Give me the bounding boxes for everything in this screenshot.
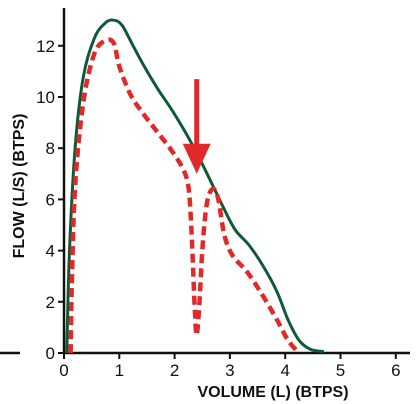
y-axis-title: FLOW (L/S) (BTPS) bbox=[11, 114, 28, 259]
y-tick-label: 2 bbox=[46, 293, 55, 312]
dashed-flow-volume-curve bbox=[68, 37, 301, 355]
solid-flow-volume-curve bbox=[65, 18, 325, 354]
x-tick-label: 6 bbox=[391, 361, 400, 380]
series-layer bbox=[65, 18, 325, 355]
y-tick-label: 4 bbox=[46, 242, 55, 261]
x-tick-label: 3 bbox=[225, 361, 234, 380]
x-tick-label: 2 bbox=[170, 361, 179, 380]
x-axis-title: VOLUME (L) (BTPS) bbox=[197, 384, 348, 401]
y-tick-label: 6 bbox=[46, 190, 55, 209]
x-tick-label: 5 bbox=[336, 361, 345, 380]
y-tick-label: 8 bbox=[46, 139, 55, 158]
y-tick-label: 12 bbox=[36, 37, 55, 56]
x-axis-ticks: 0 1 2 3 4 5 6 bbox=[59, 353, 401, 380]
x-tick-label: 1 bbox=[115, 361, 124, 380]
annotation-layer bbox=[182, 79, 211, 174]
x-tick-label: 4 bbox=[280, 361, 289, 380]
annotation-arrow-head bbox=[182, 143, 211, 174]
y-axis-ticks: 0 2 4 6 8 10 12 bbox=[36, 37, 64, 363]
y-tick-label: 10 bbox=[36, 88, 55, 107]
x-tick-label: 0 bbox=[59, 361, 68, 380]
y-tick-label: 0 bbox=[46, 344, 55, 363]
